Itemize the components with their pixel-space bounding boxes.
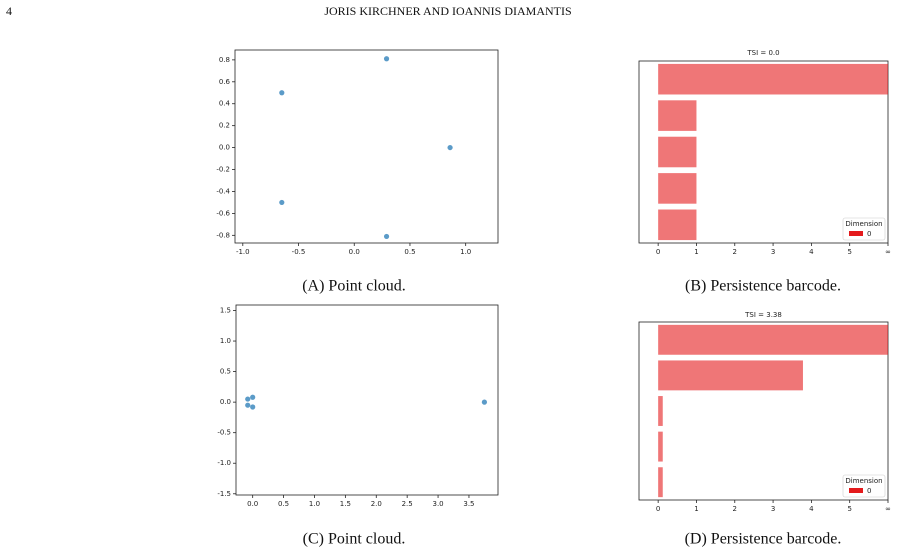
y-tick-label: 0.4	[219, 100, 231, 108]
x-tick-label: 1.0	[309, 500, 320, 508]
point	[279, 90, 285, 96]
bar	[658, 467, 663, 498]
y-tick-label: 0.0	[219, 144, 230, 152]
x-tick-label: 1	[694, 505, 698, 513]
x-tick-label: 3.0	[432, 500, 443, 508]
point	[447, 144, 453, 151]
y-tick-label: -0.4	[216, 187, 230, 195]
y-tick-label: 0.2	[219, 122, 230, 130]
x-tick-label: -0.5	[292, 248, 306, 256]
x-tick-label: 0.5	[278, 500, 289, 508]
page-number: 4	[6, 4, 12, 18]
x-tick-label: 0.5	[404, 248, 415, 256]
y-tick-label: 1.5	[220, 306, 231, 314]
x-tick-label: ∞	[885, 505, 891, 513]
plot-frame	[235, 304, 499, 496]
x-tick-label: 2.5	[402, 500, 413, 508]
bar	[658, 136, 697, 168]
y-tick-label: 1.0	[220, 337, 231, 345]
legend-label: 0	[867, 487, 871, 495]
x-tick-label: 0	[656, 248, 660, 256]
point	[250, 394, 256, 400]
x-tick-label: 5	[847, 505, 851, 513]
bar	[658, 431, 663, 462]
bar	[658, 324, 888, 355]
y-tick-label: -1.0	[217, 459, 231, 467]
point	[245, 402, 251, 408]
x-tick-label: 3	[771, 248, 775, 256]
x-tick-label: 5	[847, 248, 851, 256]
bar	[658, 63, 888, 95]
bar	[658, 209, 697, 241]
x-tick-label: 4	[809, 248, 814, 256]
point	[383, 56, 390, 62]
x-tick-label: 1.5	[340, 500, 351, 508]
x-tick-label: 2	[733, 505, 737, 513]
chart-title: TSI = 3.38	[744, 311, 782, 319]
point	[279, 199, 285, 206]
x-tick-label: -1.0	[236, 248, 250, 256]
y-tick-label: 0.8	[219, 56, 230, 64]
bar	[658, 100, 697, 131]
plot-frame	[234, 49, 499, 244]
caption: (D) Persistence barcode.	[685, 531, 842, 548]
caption: (B) Persistence barcode.	[685, 278, 841, 295]
x-tick-label: 3	[771, 505, 775, 513]
chart-title: TSI = 0.0	[746, 49, 779, 57]
x-tick-label: 4	[809, 505, 814, 513]
legend-title: Dimension	[845, 477, 882, 485]
x-tick-label: 1.0	[460, 248, 471, 256]
y-tick-label: -0.6	[216, 209, 230, 217]
point	[481, 399, 488, 405]
y-tick-label: 0.6	[219, 78, 231, 86]
plot-frame	[638, 60, 889, 244]
x-tick-label: ∞	[885, 248, 891, 256]
bar	[658, 360, 803, 391]
x-tick-label: 0.0	[247, 500, 258, 508]
x-tick-label: 2.0	[371, 500, 382, 508]
legend-label: 0	[867, 230, 871, 238]
legend-swatch	[849, 231, 863, 236]
point	[383, 233, 390, 240]
legend-title: Dimension	[845, 220, 882, 228]
x-tick-label: 0	[656, 505, 660, 513]
y-tick-label: 0.0	[220, 398, 231, 406]
caption: (C) Point cloud.	[303, 531, 406, 548]
y-tick-label: -0.5	[217, 429, 231, 437]
x-tick-label: 2	[733, 248, 737, 256]
y-tick-label: -0.2	[216, 166, 230, 174]
caption: (A) Point cloud.	[302, 278, 406, 295]
running-title: JORIS KIRCHNER AND IOANNIS DIAMANTIS	[324, 4, 571, 18]
y-tick-label: 0.5	[220, 368, 231, 376]
x-tick-label: 0.0	[349, 248, 360, 256]
bar	[658, 173, 697, 204]
point	[250, 404, 256, 410]
x-tick-label: 1	[694, 248, 698, 256]
x-tick-label: 3.5	[463, 500, 474, 508]
bar	[658, 396, 663, 426]
legend-swatch	[849, 488, 863, 493]
y-tick-label: -1.5	[217, 490, 231, 498]
point	[245, 396, 251, 402]
y-tick-label: -0.8	[216, 231, 230, 239]
plot-frame	[638, 321, 889, 501]
